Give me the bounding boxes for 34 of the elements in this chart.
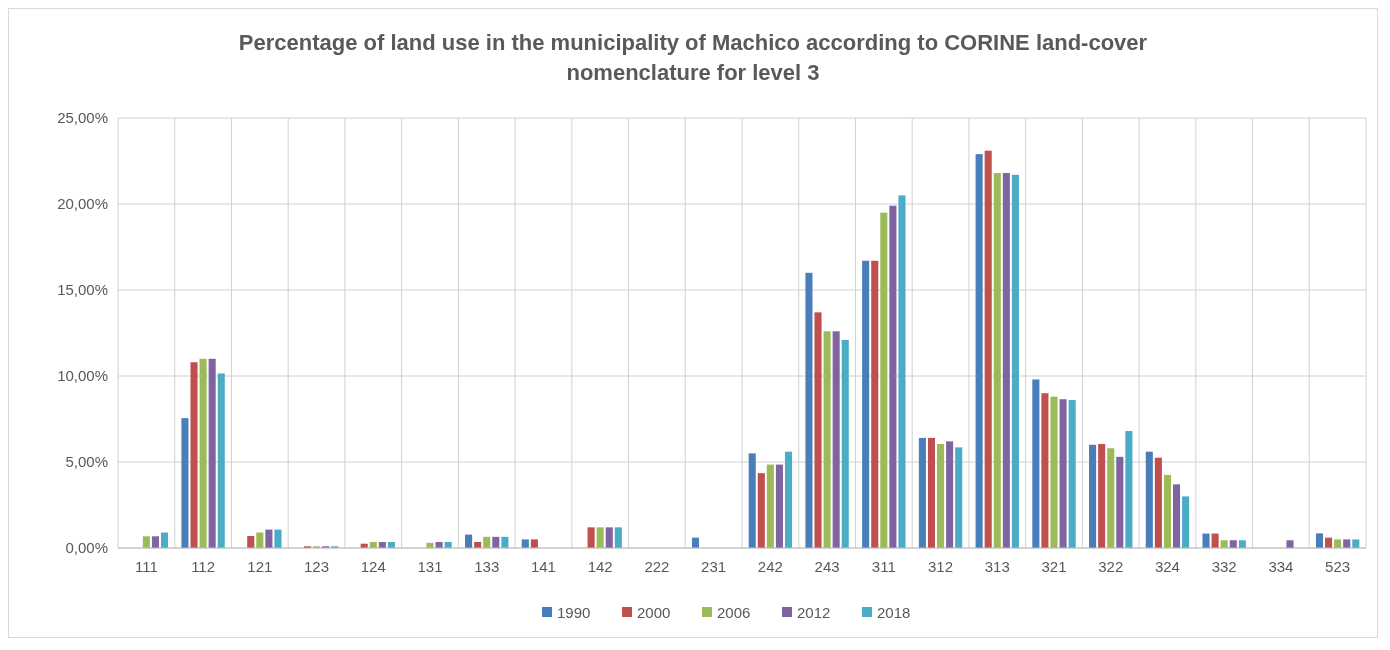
x-tick-label: 133 [474, 558, 500, 575]
x-tick-label: 334 [1268, 558, 1294, 575]
chart-title: Percentage of land use in the municipality of Machico according to CORINE land-cover nomenclature for level 3 [238, 30, 1148, 85]
x-tick-label: 123 [304, 558, 330, 575]
y-tick-label: 20,00% [57, 195, 108, 213]
x-tick-label: 332 [1211, 558, 1237, 575]
x-tick-label: 313 [984, 558, 1010, 575]
legend-label: 1990 [557, 604, 591, 622]
x-tick-label: 242 [757, 558, 783, 575]
x-tick-label: 111 [134, 558, 158, 575]
x-tick-label: 243 [814, 558, 840, 575]
x-tick-label: 312 [928, 558, 954, 575]
x-tick-label: 324 [1154, 558, 1180, 575]
x-tick-label: 311 [871, 558, 896, 575]
x-tick-label: 131 [417, 558, 443, 575]
x-tick-label: 124 [360, 558, 386, 575]
y-tick-label: 10,00% [57, 367, 108, 385]
x-tick-label: 112 [191, 558, 216, 575]
x-tick-label: 121 [247, 558, 273, 575]
x-tick-label: 321 [1041, 558, 1067, 575]
x-tick-label: 523 [1325, 558, 1351, 575]
legend-label: 2006 [717, 604, 751, 622]
x-tick-label: 142 [587, 558, 613, 575]
legend-label: 2000 [637, 604, 671, 622]
legend-label: 2012 [797, 604, 831, 622]
x-tick-label: 322 [1098, 558, 1124, 575]
y-tick-label: 25,00% [57, 109, 108, 127]
x-tick-label: 222 [644, 558, 670, 575]
y-tick-label: 15,00% [57, 281, 108, 299]
y-tick-label: 5,00% [65, 453, 108, 471]
y-tick-label: 0,00% [65, 539, 108, 557]
x-tick-label: 141 [530, 558, 556, 575]
x-tick-label: 231 [701, 558, 727, 575]
legend-label: 2018 [877, 604, 911, 622]
